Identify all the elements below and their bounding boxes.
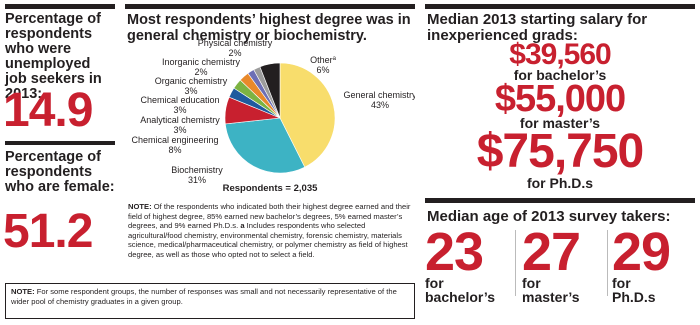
stat-value: 51.2 [3, 205, 93, 258]
category-name: Inorganic chemistry [162, 57, 241, 67]
salary-label: for Ph.D.s [526, 175, 594, 191]
divider [607, 230, 608, 296]
footnote-marker: a [333, 56, 337, 62]
category-name: Analytical chemistry [140, 115, 220, 125]
rule [425, 198, 695, 203]
value-label: 31% [188, 175, 206, 185]
rule [5, 4, 115, 9]
chart-note: NOTE: Of the respondents who indicated b… [128, 202, 413, 260]
note-marker: a [240, 221, 245, 231]
value-label: 43% [371, 100, 389, 110]
age-label: for Ph.D.s [612, 275, 656, 305]
category-name: Organic chemistry [155, 76, 228, 86]
slice-label: Organic chemistry [155, 76, 228, 86]
value-label: 3% [173, 105, 186, 115]
age-value: 23 [425, 222, 484, 282]
chart-title: Most respondents’ highest degree was in … [127, 12, 411, 44]
category-name: Physical chemistry [198, 38, 273, 48]
value-label: 2% [228, 48, 241, 58]
note-text: For some respondent groups, the number o… [11, 287, 397, 306]
pie-slice [279, 62, 336, 168]
rule [125, 4, 415, 9]
note-label: NOTE: [128, 202, 152, 211]
age-value: 27 [522, 222, 581, 282]
category-name: Biochemistry [171, 165, 223, 175]
category-name: Chemical engineering [131, 135, 218, 145]
note-text: Of the respondents who indicated both th… [128, 202, 411, 231]
salary-title: Median 2013 starting salary for inexperi… [427, 11, 648, 44]
value-label: 2% [194, 67, 207, 77]
value-label: 6% [316, 65, 329, 75]
stat-label: Percentage of respondents who are female… [5, 149, 115, 195]
age-item: 27 for master’s [522, 222, 607, 304]
salary-value: $55,000 [494, 78, 626, 120]
slice-label: Analytical chemistry [140, 115, 220, 125]
age-label: for master’s [522, 275, 580, 305]
slice-label: Othera [310, 55, 337, 65]
rule [5, 141, 115, 145]
slice-label: Physical chemistry [198, 38, 273, 48]
category-name: Other [310, 55, 333, 65]
stat-label: Percentage of respondents who were unemp… [5, 11, 102, 102]
slice-label: Chemical engineering [131, 135, 218, 145]
note-text: Includes respondents who selected agricu… [128, 221, 408, 259]
salary-label: for master’s [519, 115, 601, 131]
value-label: 8% [168, 145, 181, 155]
age-title: Median age of 2013 survey takers: [427, 208, 671, 225]
salary-value: $75,750 [476, 125, 645, 178]
slice-label: General chemistry [343, 90, 415, 100]
salary-value: $39,560 [509, 38, 611, 71]
slice-label: Inorganic chemistry [162, 57, 241, 67]
slice-label: Chemical education [140, 95, 219, 105]
age-value: 29 [612, 222, 671, 282]
respondents: Respondents = 2,035 [222, 183, 318, 194]
pie-slice [259, 62, 281, 119]
age-item: 23 for bachelor’s [425, 222, 513, 304]
value-label: 3% [173, 125, 186, 135]
age-label: for bachelor’s [425, 275, 496, 305]
salary-label: for bachelor’s [513, 67, 607, 83]
category-name: Chemical education [140, 95, 219, 105]
stat-value: 14.9 [3, 84, 93, 137]
rule [425, 4, 695, 9]
pie-slice [224, 117, 306, 174]
footer-note: NOTE: For some respondent groups, the nu… [5, 283, 415, 319]
value-label: 3% [184, 86, 197, 96]
note-label: NOTE: [11, 287, 35, 296]
slice-label: Biochemistry [171, 165, 223, 175]
age-item: 29 for Ph.D.s [612, 222, 695, 304]
divider [515, 230, 516, 296]
category-name: General chemistry [343, 90, 415, 100]
